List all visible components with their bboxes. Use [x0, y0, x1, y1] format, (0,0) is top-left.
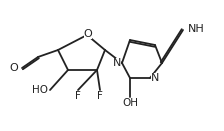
Text: OH: OH: [122, 98, 138, 108]
Text: HO: HO: [32, 85, 48, 95]
Text: F: F: [97, 91, 103, 101]
Text: O: O: [9, 63, 18, 73]
Text: N: N: [113, 58, 121, 68]
Text: NH: NH: [188, 24, 205, 34]
Text: N: N: [151, 73, 159, 83]
Text: O: O: [84, 29, 92, 39]
Text: F: F: [75, 91, 81, 101]
